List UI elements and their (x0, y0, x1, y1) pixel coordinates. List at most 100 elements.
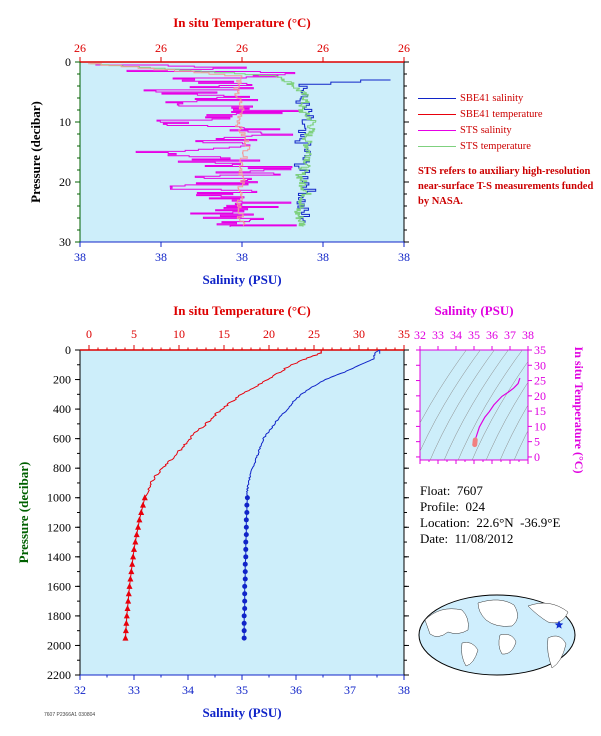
legend-label: SBE41 salinity (460, 93, 524, 104)
bottom-tick-label: 38 (317, 250, 329, 264)
density-contour (485, 381, 528, 460)
series-line-sbe41-salinity (293, 79, 391, 223)
temperature-point (141, 494, 148, 501)
full-profile-panel: In situ Temperature (°C) 0 5 10 15 20 25 30 35 32… (16, 303, 410, 720)
legend-item-sts-temperature: STS temperature (418, 140, 531, 154)
temperature-point (125, 590, 132, 597)
ts-x-tick-label: 35 (468, 328, 480, 342)
legend-item-sbe41-salinity: SBE41 salinity (418, 92, 523, 106)
salinity-point (244, 502, 250, 508)
chart-title: In situ Temperature (°C) (173, 15, 311, 30)
top-tick-label: 26 (317, 41, 329, 55)
ts-y-tick-label: 10 (534, 419, 546, 433)
salinity-point (243, 524, 249, 530)
temperature-point (126, 582, 133, 589)
ts-x-tick-label: 37 (504, 328, 516, 342)
float-row: Float: 7607 (420, 483, 483, 499)
ts-y-tick-label: 0 (534, 450, 540, 464)
salinity-point (241, 613, 247, 619)
series-line-sbe41-temperature (88, 63, 251, 226)
continent-shape (477, 599, 518, 627)
continent-shape (424, 608, 469, 637)
temperature-point (132, 538, 139, 545)
density-contour (443, 350, 509, 460)
ts-y-tick-label: 30 (534, 358, 546, 372)
temperature-point (136, 516, 143, 523)
salinity-tick-label: 34 (182, 683, 194, 697)
pressure-tick-label: 1800 (47, 609, 71, 623)
legend-item-sts-salinity: STS salinity (418, 124, 512, 138)
salinity-tick-label: 36 (290, 683, 302, 697)
location-row: Location: 22.6°N -36.9°E (420, 515, 560, 531)
continent-shape (461, 642, 479, 667)
pressure-tick-label: 200 (53, 373, 71, 387)
salinity-point (243, 539, 249, 545)
plot-area (79, 349, 405, 676)
temperature-point (122, 634, 129, 641)
legend-swatch (418, 130, 456, 132)
temperature-point (135, 523, 142, 530)
y-tick-label: 10 (59, 115, 71, 129)
ts-x-tick-label: 32 (414, 328, 426, 342)
temperature-point (125, 597, 132, 604)
temperature-tick-label: 25 (308, 327, 320, 341)
pressure-tick-label: 0 (65, 343, 71, 357)
ts-y-axis-label: In situ Temperature (°C) (572, 347, 586, 474)
x-axis-label: Salinity (PSU) (202, 705, 281, 720)
temperature-tick-label: 30 (353, 327, 365, 341)
salinity-point (244, 495, 250, 501)
salinity-tick-label: 37 (344, 683, 356, 697)
density-contour (513, 430, 528, 460)
ts-title: Salinity (PSU) (434, 303, 513, 318)
y-tick-label: 20 (59, 175, 71, 189)
top-tick-label: 26 (236, 41, 248, 55)
salinity-point (241, 628, 247, 634)
location-value: 22.6°N -36.9°E (476, 515, 561, 530)
density-contour (429, 350, 495, 460)
density-contour (420, 350, 467, 424)
salinity-point (242, 606, 248, 612)
density-contour (420, 350, 481, 452)
date-value: 11/08/2012 (454, 531, 514, 546)
location-label: Location: (420, 515, 470, 530)
salinity-tick-label: 32 (74, 683, 86, 697)
chart-title: In situ Temperature (°C) (173, 303, 311, 318)
ts-x-tick-label: 33 (432, 328, 444, 342)
profile-label: Profile: (420, 499, 459, 514)
y-tick-label: 0 (65, 55, 71, 69)
ts-y-tick-label: 5 (534, 435, 540, 449)
x-axis-label: Salinity (PSU) (202, 272, 281, 287)
series-line-sts-temperature (90, 63, 317, 227)
ts-x-tick-label: 36 (486, 328, 498, 342)
salinity-point (243, 532, 249, 538)
legend-swatch (418, 146, 456, 148)
bottom-tick-label: 38 (74, 250, 86, 264)
temperature-tick-label: 35 (398, 327, 410, 341)
salinity-point (243, 546, 249, 552)
salinity-tick-label: 35 (236, 683, 248, 697)
date-row: Date: 11/08/2012 (420, 531, 513, 547)
salinity-point (241, 635, 247, 641)
density-contour (471, 361, 528, 460)
ts-x-tick-label: 38 (522, 328, 534, 342)
legend-item-sbe41-temperature: SBE41 temperature (418, 108, 543, 122)
temperature-point (123, 619, 130, 626)
location-globe (418, 594, 576, 676)
temperature-tick-label: 20 (263, 327, 275, 341)
ts-y-tick-label: 20 (534, 389, 546, 403)
temperature-line (144, 350, 322, 498)
near-surface-panel: In situ Temperature (°C) 26 26 26 26 26 38 38 38… (28, 15, 410, 287)
float-value: 7607 (456, 483, 483, 498)
sts-note: STS refers to auxiliary high-resolution … (418, 166, 594, 207)
density-contour (457, 350, 523, 460)
density-contour (540, 345, 601, 465)
salinity-point (242, 561, 248, 567)
temperature-point (130, 553, 137, 560)
top-tick-label: 26 (398, 41, 410, 55)
pressure-tick-label: 2000 (47, 638, 71, 652)
salinity-point (241, 620, 247, 626)
ts-x-tick-label: 34 (450, 328, 462, 342)
pressure-tick-label: 800 (53, 461, 71, 475)
